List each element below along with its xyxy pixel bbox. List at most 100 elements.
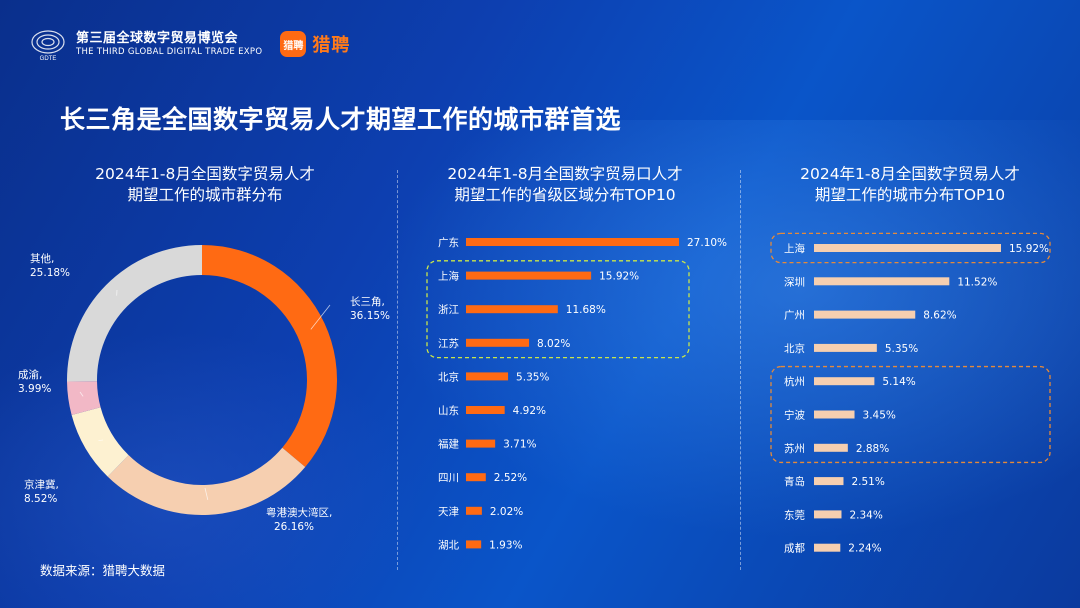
pie-label-name: 长三角, <box>350 296 385 308</box>
city-category-label: 东莞 <box>784 508 805 521</box>
pie-slice <box>202 245 337 468</box>
province-value-label: 3.71% <box>503 439 536 451</box>
city-value-label: 5.14% <box>882 376 915 388</box>
province-bar <box>466 238 679 246</box>
province-bar <box>466 473 486 482</box>
city-value-label: 11.52% <box>957 276 997 288</box>
province-bar <box>466 540 482 549</box>
data-source: 数据来源：猎聘大数据 <box>40 563 166 578</box>
city-highlight-box <box>770 365 1051 464</box>
province-value-label: 2.02% <box>490 506 523 518</box>
city-category-label: 杭州 <box>784 375 805 388</box>
province-value-label: 2.52% <box>494 472 527 484</box>
pie-label-name: 粤港澳大湾区, <box>266 506 332 519</box>
pie-label-value: 26.16% <box>274 521 314 533</box>
province-value-label: 5.35% <box>516 371 549 383</box>
city-category-label: 深圳 <box>784 276 805 288</box>
pie-leader-line <box>204 487 209 500</box>
city-bar <box>814 343 877 352</box>
province-value-label: 15.92% <box>599 271 639 283</box>
pie-label-value: 36.15% <box>350 310 390 322</box>
province-category-label: 上海 <box>438 270 459 283</box>
pie-label-value: 8.52% <box>24 493 57 505</box>
province-category-label: 浙江 <box>438 304 459 316</box>
province-value-label: 27.10% <box>687 237 727 249</box>
background-glow <box>380 120 1080 540</box>
province-category-label: 山东 <box>438 404 459 417</box>
province-value-label: 4.92% <box>513 405 546 417</box>
city-value-label: 8.62% <box>923 310 956 322</box>
city-subtitle-line1: 2024年1-8月全国数字贸易人才 <box>800 165 1020 183</box>
city-value-label: 2.51% <box>851 476 884 488</box>
city-category-label: 成都 <box>784 543 805 555</box>
city-bar <box>814 410 855 419</box>
expo-logo-icon: GDTE <box>31 30 65 62</box>
expo-name-en: THE THIRD GLOBAL DIGITAL TRADE EXPO <box>76 46 263 57</box>
pie-slice <box>67 381 101 415</box>
pie-leader-line <box>98 439 104 442</box>
city-bar <box>814 477 844 486</box>
city-category-label: 苏州 <box>784 442 805 455</box>
city-subtitle-line2: 期望工作的城市分布TOP10 <box>814 186 1006 204</box>
city-bar <box>814 443 848 452</box>
province-bar <box>466 406 505 414</box>
pie-label-name: 京津冀, <box>24 478 59 491</box>
province-bar <box>466 305 558 314</box>
city-value-label: 2.88% <box>856 443 889 455</box>
province-category-label: 福建 <box>438 438 459 451</box>
city-category-label: 北京 <box>784 342 805 355</box>
city-bar <box>814 277 950 286</box>
province-bar <box>466 271 592 280</box>
city-value-label: 15.92% <box>1009 243 1049 255</box>
city-bar <box>814 377 875 386</box>
city-bar <box>814 310 916 319</box>
pie-label-name: 成渝, <box>18 368 42 381</box>
province-highlight-box <box>426 260 690 359</box>
city-subtitle: 2024年1-8月全国数字贸易人才 期望工作的城市分布TOP10 <box>755 164 1065 206</box>
header: GDTE 第三届全球数字贸易博览会 THE THIRD GLOBAL DIGIT… <box>28 24 350 64</box>
city-category-label: 广州 <box>784 310 805 322</box>
pie-leader-line <box>310 304 331 330</box>
province-bar <box>466 372 509 381</box>
city-category-label: 青岛 <box>784 475 805 488</box>
liepin-name: 猎聘 <box>312 35 351 56</box>
pie-slice <box>107 447 306 515</box>
province-category-label: 广东 <box>438 236 459 249</box>
city-highlight-box <box>770 232 1051 264</box>
city-value-label: 3.45% <box>863 410 896 422</box>
province-subtitle-line2: 期望工作的省级区域分布TOP10 <box>454 186 676 204</box>
expo-name-cn: 第三届全球数字贸易博览会 <box>76 31 239 47</box>
city-value-label: 2.24% <box>848 543 881 555</box>
pie-label-value: 3.99% <box>18 383 51 395</box>
pie-slice <box>67 245 202 382</box>
province-bar <box>466 439 496 448</box>
city-value-label: 2.34% <box>849 509 882 521</box>
pie-slice <box>71 407 129 477</box>
city-value-label: 5.35% <box>885 343 918 355</box>
city-category-label: 宁波 <box>784 409 805 422</box>
pie-leader-line <box>79 391 84 397</box>
province-category-label: 天津 <box>438 506 459 518</box>
expo-logo-text: GDTE <box>40 56 57 62</box>
divider-right <box>740 170 741 570</box>
province-category-label: 北京 <box>438 370 459 383</box>
province-category-label: 四川 <box>438 472 459 484</box>
city-bar <box>814 543 841 552</box>
pie-subtitle: 2024年1-8月全国数字贸易人才 期望工作的城市群分布 <box>40 164 370 206</box>
city-category-label: 上海 <box>784 242 805 255</box>
province-value-label: 8.02% <box>537 338 570 350</box>
pie-label-name: 其他, <box>30 252 54 265</box>
city-bar <box>814 244 1001 252</box>
province-bar <box>466 338 530 347</box>
province-subtitle-line1: 2024年1-8月全国数字贸易口人才 <box>447 165 683 183</box>
province-bar <box>466 506 482 515</box>
province-value-label: 1.93% <box>489 539 522 551</box>
liepin-logo-text: 猎聘 <box>283 40 304 52</box>
pie-subtitle-line2: 期望工作的城市群分布 <box>127 186 283 204</box>
liepin-logo-icon: 猎聘 <box>280 31 307 57</box>
pie-subtitle-line1: 2024年1-8月全国数字贸易人才 <box>95 165 315 183</box>
province-subtitle: 2024年1-8月全国数字贸易口人才 期望工作的省级区域分布TOP10 <box>405 164 725 206</box>
pie-label-value: 25.18% <box>30 267 70 279</box>
city-bar <box>814 510 842 519</box>
